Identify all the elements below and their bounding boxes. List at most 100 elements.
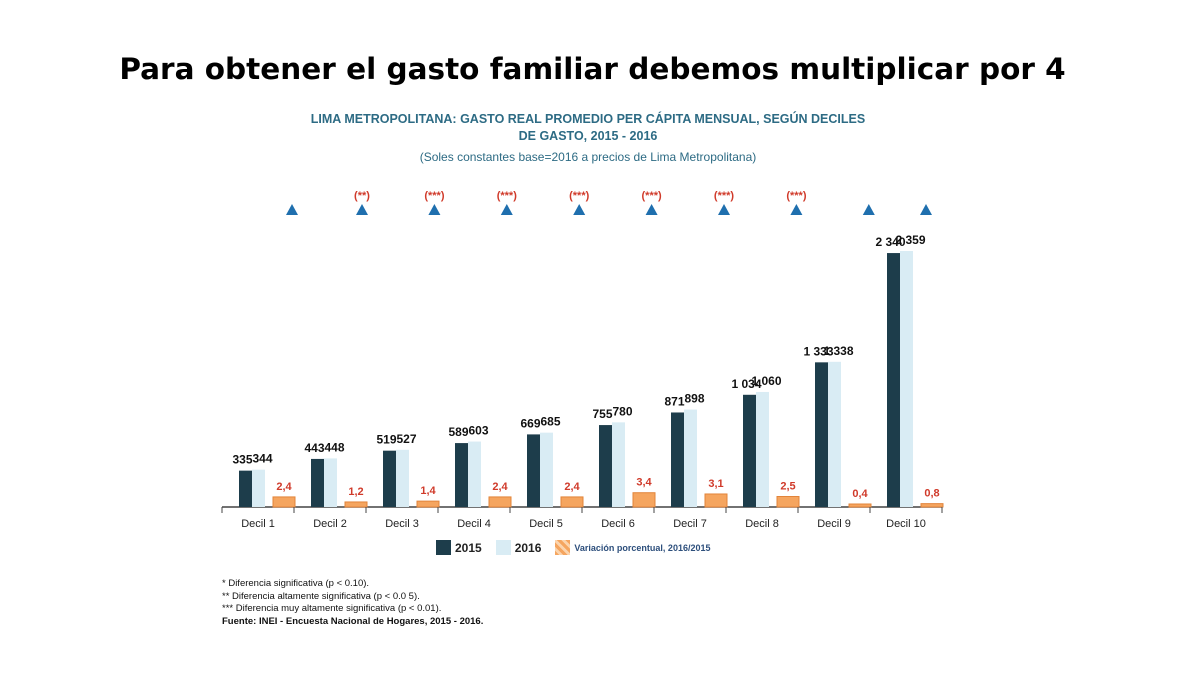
bar-2016-decil-2 — [324, 458, 337, 507]
bar-2015-decil-3 — [383, 450, 396, 507]
label-variation-decil-10: 0,8 — [924, 488, 939, 500]
bar-variation-decil-4 — [488, 496, 512, 508]
bar-variation-decil-1 — [272, 496, 296, 508]
bar-variation-decil-6 — [632, 492, 656, 508]
significance-triangle-icon-decil-2 — [356, 204, 368, 215]
label-2015-decil-4: 589 — [448, 425, 468, 439]
significance-triangle-icon-decil-6 — [645, 204, 658, 215]
legend-item-variation: Variación porcentual, 2016/2015 — [555, 540, 710, 555]
significance-label-decil-7: (***) — [714, 190, 735, 202]
significance-label-decil-2: (**) — [354, 190, 370, 202]
label-2015-decil-10: 2 340 — [875, 235, 905, 249]
footnote-highly-significant: ** Diferencia altamente significativa (p… — [222, 590, 420, 602]
bar-2015-decil-4 — [455, 443, 468, 507]
label-2015-decil-2: 443 — [304, 441, 324, 455]
bar-variation-decil-5 — [560, 496, 584, 508]
label-2016-decil-6: 780 — [612, 404, 632, 418]
bar-2015-decil-5 — [527, 434, 540, 507]
significance-triangle-icon-decil-9 — [862, 204, 875, 215]
label-2015-decil-5: 669 — [520, 416, 540, 430]
bar-2016-decil-9 — [828, 361, 841, 507]
label-variation-decil-1: 2,4 — [276, 481, 292, 493]
label-2015-decil-7: 871 — [664, 394, 684, 408]
label-2016-decil-7: 898 — [684, 392, 704, 406]
bar-2016-decil-5 — [540, 432, 553, 507]
bar-2015-decil-9 — [815, 362, 828, 507]
chart-title-line1: LIMA METROPOLITANA: GASTO REAL PROMEDIO … — [310, 112, 866, 126]
chart-title-line2: DE GASTO, 2015 - 2016 — [518, 129, 658, 143]
bar-variation-decil-10 — [920, 503, 944, 508]
legend-item-2015: 2015 — [436, 540, 482, 555]
label-2016-decil-2: 448 — [324, 440, 344, 454]
bar-2016-decil-8 — [756, 391, 769, 507]
bar-variation-decil-8 — [776, 496, 800, 508]
label-2015-decil-3: 519 — [376, 433, 396, 447]
label-2016-decil-10: 2 359 — [895, 233, 925, 247]
legend-label-2016: 2016 — [514, 540, 542, 555]
bar-2015-decil-8 — [743, 394, 756, 507]
bar-2015-decil-7 — [671, 412, 684, 507]
bar-2016-decil-7 — [684, 409, 697, 507]
chart-legend: 2015 2016 Variación porcentual, 2016/201… — [436, 540, 724, 555]
x-tick-label-decil-2: Decil 2 — [313, 518, 347, 530]
label-2015-decil-1: 335 — [232, 453, 252, 467]
x-tick-label-decil-9: Decil 9 — [817, 518, 851, 530]
footnote-source: Fuente: INEI - Encuesta Nacional de Hoga… — [222, 615, 484, 627]
bar-2016-decil-10 — [900, 251, 913, 507]
x-tick-label-decil-5: Decil 5 — [529, 518, 563, 530]
label-2015-decil-9: 1 333 — [803, 344, 833, 358]
significance-triangle-icon-decil-10 — [920, 204, 932, 215]
significance-triangle-icon-decil-7 — [718, 204, 730, 215]
label-variation-decil-6: 3,4 — [636, 477, 652, 489]
x-tick-label-decil-8: Decil 8 — [745, 518, 779, 530]
bar-2015-decil-2 — [311, 458, 324, 507]
footnotes: * Diferencia significativa (p < 0.10). *… — [222, 578, 483, 628]
bar-2016-decil-1 — [252, 469, 265, 507]
label-2016-decil-9: 1 338 — [823, 344, 853, 358]
label-variation-decil-9: 0,4 — [852, 488, 868, 500]
significance-triangle-icon-decil-1 — [286, 204, 298, 215]
legend-label-2015: 2015 — [455, 540, 482, 555]
label-2016-decil-8: 1 060 — [751, 374, 781, 388]
footnote-significant: * Diferencia significativa (p < 0.10). — [222, 578, 370, 589]
significance-label-decil-3: (***) — [424, 190, 445, 202]
significance-label-decil-6: (***) — [642, 190, 663, 202]
label-2016-decil-5: 685 — [540, 415, 560, 429]
footnote-very-highly-significant: *** Diferencia muy altamente significati… — [222, 603, 442, 614]
x-tick-label-decil-6: Decil 6 — [601, 518, 635, 530]
bar-variation-decil-7 — [704, 493, 728, 508]
label-variation-decil-3: 1,4 — [420, 485, 436, 497]
legend-swatch-2015 — [436, 540, 451, 555]
bar-2015-decil-10 — [887, 253, 900, 507]
x-tick-label-decil-10: Decil 10 — [886, 518, 926, 530]
significance-label-decil-5: (***) — [569, 190, 590, 202]
significance-triangle-icon-decil-5 — [573, 204, 586, 215]
bar-2016-decil-6 — [612, 422, 625, 507]
label-variation-decil-2: 1,2 — [348, 486, 363, 498]
significance-triangle-icon-decil-3 — [428, 204, 441, 215]
chart-subtitle: (Soles constantes base=2016 a precios de… — [419, 150, 757, 164]
label-2016-decil-4: 603 — [468, 424, 488, 438]
label-2015-decil-8: 1 034 — [731, 377, 761, 391]
significance-triangle-icon-decil-4 — [500, 204, 513, 215]
x-tick-label-decil-1: Decil 1 — [241, 518, 275, 530]
label-2016-decil-1: 344 — [252, 452, 272, 466]
slide-title: Para obtener el gasto familiar debemos m… — [119, 52, 1066, 86]
x-tick-label-decil-4: Decil 4 — [457, 518, 491, 530]
significance-label-decil-8: (***) — [786, 190, 807, 202]
label-variation-decil-5: 2,4 — [564, 481, 580, 493]
label-variation-decil-4: 2,4 — [492, 481, 508, 493]
bar-variation-decil-3 — [416, 500, 440, 508]
legend-swatch-2016 — [495, 540, 511, 555]
bar-2016-decil-4 — [468, 441, 481, 507]
label-2016-decil-3: 527 — [396, 432, 416, 446]
legend-label-variation: Variación porcentual, 2016/2015 — [574, 542, 711, 553]
bar-2015-decil-1 — [239, 470, 252, 507]
label-2015-decil-6: 755 — [592, 407, 612, 421]
significance-triangle-icon-decil-8 — [790, 204, 803, 215]
bar-variation-decil-9 — [848, 503, 872, 508]
label-variation-decil-7: 3,1 — [708, 478, 723, 490]
bar-variation-decil-2 — [344, 501, 368, 508]
label-variation-decil-8: 2,5 — [780, 481, 795, 493]
